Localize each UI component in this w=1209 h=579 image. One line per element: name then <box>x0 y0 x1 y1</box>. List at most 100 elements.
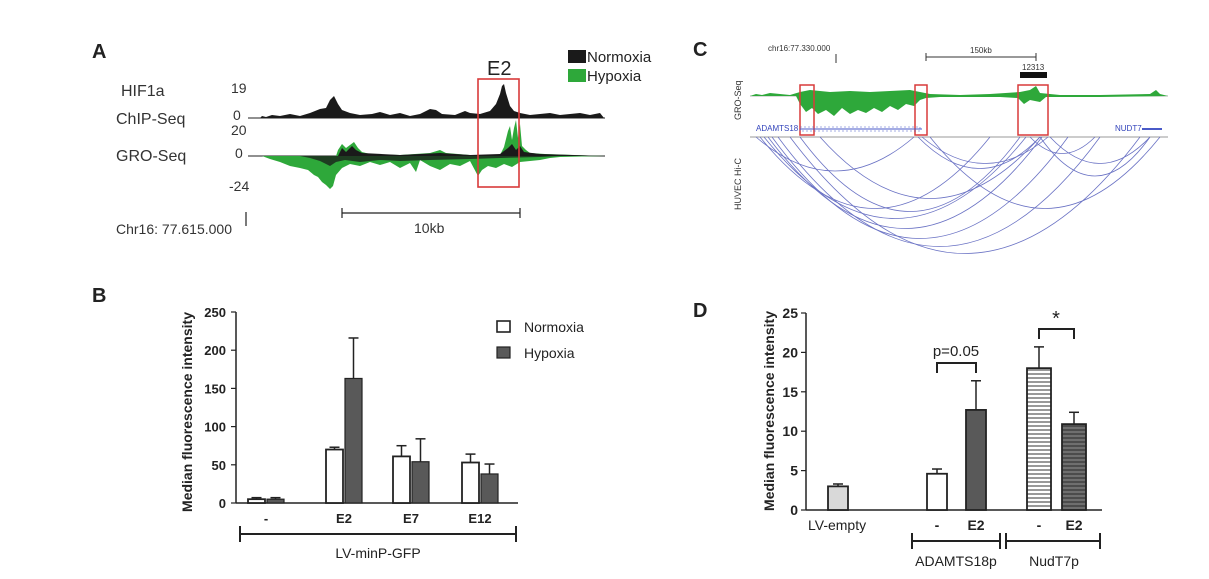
range-chip-max: 19 <box>231 80 247 96</box>
d-y-tick-label: 20 <box>782 344 798 360</box>
b-bar-normoxia <box>247 498 266 504</box>
c-hic-arc <box>921 136 1049 164</box>
b-bar-hypoxia <box>480 473 499 504</box>
legend-swatch-hypoxia <box>568 69 586 82</box>
panel-c: chr16:77.330.000 150kb 12313 GRO-Seq HUV… <box>730 40 1172 254</box>
c-adamts18-exons <box>799 126 921 132</box>
b-y-ticks: 0 50 100 150 200 250 <box>204 305 236 511</box>
d-bar <box>926 472 948 511</box>
b-y-axis-title: Median fluorescence intensity <box>179 312 195 512</box>
b-y-tick-label: 250 <box>204 305 226 320</box>
c-hic-arcs <box>755 136 1161 254</box>
c-highlight-e2 <box>914 84 928 136</box>
c-hic-arc <box>819 136 1041 199</box>
b-category-label: - <box>264 511 268 526</box>
track-label-hif1a: HIF1a <box>121 83 165 100</box>
panel-a: HIF1a ChIP-Seq GRO-Seq 19 0 20 0 -24 E2 … <box>116 49 652 237</box>
panel-label-a: A <box>92 41 106 63</box>
c-hic-arc <box>767 136 1043 229</box>
c-hic-arc <box>777 136 1101 247</box>
c-scale-bar-label: 150kb <box>970 46 992 55</box>
b-category-label: E7 <box>403 511 419 526</box>
d-y-tick-label: 5 <box>790 463 798 479</box>
panel-label-c: C <box>693 39 707 61</box>
c-hic-arc <box>789 136 1141 254</box>
c-gro-plus <box>750 86 1168 96</box>
d-y-tick-label: 25 <box>782 305 798 321</box>
b-bar-normoxia <box>392 455 411 504</box>
c-track-label-groseq: GRO-Seq <box>733 80 743 120</box>
range-gro-zero: 0 <box>235 145 243 161</box>
d-category-nudt7-minus: - <box>1037 517 1042 533</box>
c-gro-minus <box>796 96 1168 116</box>
c-highlight-adamts18-promoter <box>799 84 815 136</box>
e2-highlight-box <box>477 78 520 188</box>
panel-label-b: B <box>92 285 106 307</box>
d-group-label-adamts18p: ADAMTS18p <box>915 553 997 569</box>
d-y-axis-title: Median fluorescence intensity <box>761 311 777 511</box>
b-legend-label-normoxia: Normoxia <box>524 319 584 335</box>
b-y-tick-label: 150 <box>204 381 226 396</box>
panel-label-d: D <box>693 300 707 322</box>
b-bar-hypoxia <box>344 377 363 504</box>
c-feature-block <box>1020 72 1047 78</box>
c-hic-arc <box>1049 136 1151 164</box>
scale-bar-label: 10kb <box>414 220 445 236</box>
b-y-tick-label: 200 <box>204 343 226 358</box>
legend-label-normoxia: Normoxia <box>587 49 652 66</box>
c-gene-label-adamts18: ADAMTS18 <box>756 124 799 133</box>
c-hic-arc <box>799 136 1021 212</box>
d-y-tick-label: 0 <box>790 502 798 518</box>
b-y-tick-label: 50 <box>212 458 226 473</box>
c-hic-arc <box>929 136 1161 209</box>
b-legend-swatch-normoxia <box>496 320 511 333</box>
d-sig-bracket-nudt7 <box>1038 328 1075 339</box>
gro-normoxia-minus <box>300 156 560 166</box>
gro-hypoxia-minus <box>262 156 604 189</box>
c-feature-label: 12313 <box>1022 63 1045 72</box>
d-category-adamts-minus: - <box>935 517 940 533</box>
d-bar <box>1026 367 1052 511</box>
gro-hypoxia-plus <box>336 120 604 156</box>
d-category-nudt7-e2: E2 <box>1065 517 1082 533</box>
c-hic-arc <box>755 136 915 172</box>
c-track-label-hic: HUVEC Hi-C <box>733 157 743 210</box>
b-category-label: E12 <box>468 511 491 526</box>
range-chip-min: 0 <box>233 107 241 123</box>
b-bars <box>247 337 499 504</box>
track-label-groseq: GRO-Seq <box>116 148 186 165</box>
d-annotation-pvalue: p=0.05 <box>933 343 979 360</box>
c-hic-arc <box>917 136 1041 169</box>
track-label-chipseq: ChIP-Seq <box>116 111 185 128</box>
b-bar-normoxia <box>461 461 480 504</box>
coordinate-label: Chr16: 77.615.000 <box>116 221 232 237</box>
panel-d: Median fluorescence intensity 0 5 10 15 20 25… <box>761 305 1102 569</box>
b-category-labels: - E2 E7 E12 <box>264 511 492 526</box>
b-bar-hypoxia <box>411 461 430 504</box>
c-hic-arc <box>1029 136 1096 154</box>
d-bars <box>827 346 1087 511</box>
c-gene-label-nudt7: NUDT7 <box>1115 124 1142 133</box>
d-annotation-star: * <box>1052 308 1060 330</box>
legend-swatch-normoxia <box>568 50 586 63</box>
d-y-tick-label: 15 <box>782 384 798 400</box>
panel-b: Median fluorescence intensity 0 50 100 150 2… <box>179 305 584 561</box>
b-legend-label-hypoxia: Hypoxia <box>524 345 575 361</box>
b-category-label: E2 <box>336 511 352 526</box>
d-bar <box>827 485 849 511</box>
b-y-tick-label: 0 <box>219 496 226 511</box>
b-y-tick-label: 100 <box>204 420 226 435</box>
d-bar <box>1061 423 1087 511</box>
c-coordinate-label: chr16:77.330.000 <box>768 44 831 53</box>
e2-label: E2 <box>487 58 511 80</box>
b-bar-hypoxia <box>266 498 285 504</box>
d-bar <box>965 409 987 511</box>
chip-seq-signal <box>260 84 604 118</box>
browser-frame <box>730 40 1172 238</box>
gro-normoxia-plus <box>338 144 604 156</box>
legend-label-hypoxia: Hypoxia <box>587 68 642 85</box>
b-group-label: LV-minP-GFP <box>335 545 420 561</box>
c-hic-arc <box>1039 136 1151 177</box>
b-bar-normoxia <box>325 448 344 504</box>
